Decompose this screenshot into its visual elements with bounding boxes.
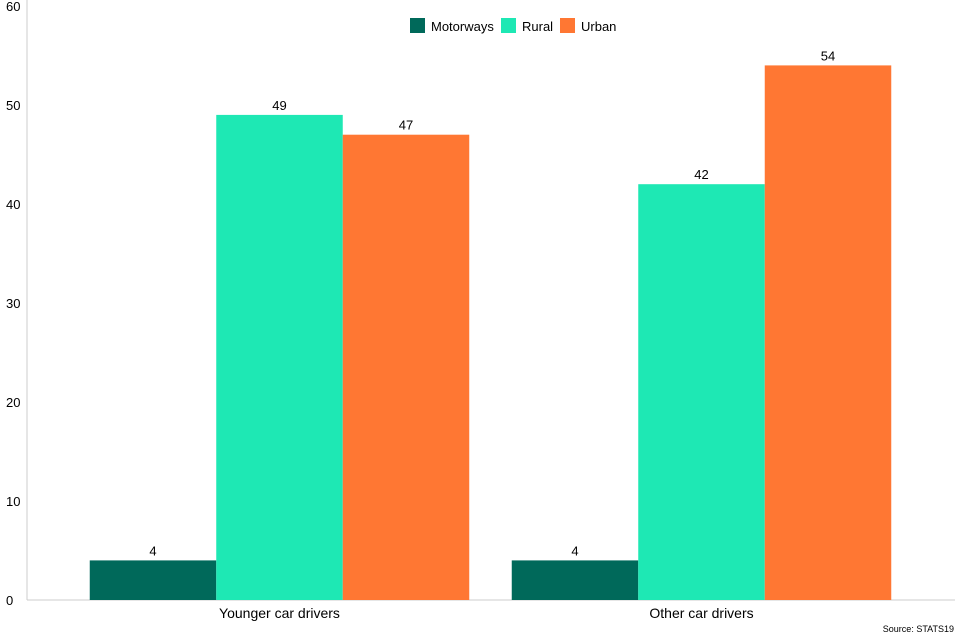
bar xyxy=(89,560,217,600)
x-tick-label: Younger car drivers xyxy=(219,605,340,621)
y-tick-label: 0 xyxy=(6,593,13,608)
source-note: Source: STATS19 xyxy=(882,624,954,634)
legend-label: Motorways xyxy=(431,19,494,34)
bar xyxy=(342,134,470,600)
x-tick-label: Other car drivers xyxy=(649,605,753,621)
y-tick-label: 60 xyxy=(6,0,20,14)
y-tick-label: 50 xyxy=(6,98,20,113)
data-label: 4 xyxy=(571,543,578,558)
legend-swatch xyxy=(501,18,516,33)
y-tick-label: 20 xyxy=(6,395,20,410)
bar xyxy=(638,184,765,600)
data-label: 47 xyxy=(399,118,413,133)
bar xyxy=(764,65,892,600)
data-labels: 4 49 47 4 42 54 xyxy=(149,48,835,558)
legend: Motorways Rural Urban xyxy=(410,18,616,34)
bars xyxy=(89,65,892,601)
legend-swatch xyxy=(560,18,575,33)
bar xyxy=(216,114,343,601)
legend-swatch xyxy=(410,18,425,33)
data-label: 54 xyxy=(821,48,835,63)
y-tick-label: 40 xyxy=(6,197,20,212)
data-label: 49 xyxy=(272,98,286,113)
legend-label: Rural xyxy=(522,19,553,34)
y-tick-label: 30 xyxy=(6,296,20,311)
y-tick-label: 10 xyxy=(6,494,20,509)
data-label: 42 xyxy=(694,167,708,182)
bar xyxy=(511,560,639,600)
data-label: 4 xyxy=(149,543,156,558)
legend-label: Urban xyxy=(581,19,616,34)
